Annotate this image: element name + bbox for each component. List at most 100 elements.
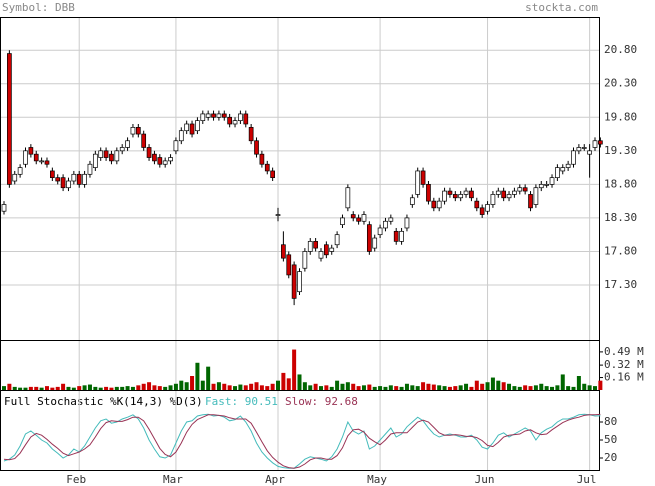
candle-body [302,251,308,269]
volume-bar [367,384,372,390]
volume-bar [571,386,576,390]
volume-bar [517,386,522,390]
volume-bar [324,385,329,390]
y-tick-label: 0.32 M [604,358,644,371]
candle-body [313,241,318,249]
candle-body [1,204,7,212]
candle-body [560,167,566,172]
candle-body [184,123,190,132]
volume-bar [157,386,162,390]
candle-body [66,180,71,189]
volume-bar [421,382,426,390]
volume-bar [71,387,76,390]
volume-bar [125,386,130,390]
volume-bar [44,386,49,390]
candle-body [173,140,179,152]
candle-body [82,173,87,185]
volume-bar [66,386,71,390]
volume-bar [383,386,388,390]
y-tick-label: 0.49 M [604,345,644,358]
candle-body [270,170,275,179]
candle-body [55,177,61,182]
candle-body [512,190,517,195]
volume-bar [453,386,458,390]
candle-body [571,150,576,165]
volume-bar [447,386,452,390]
candle-body [420,170,426,185]
candle-body [44,160,50,165]
candle-body [372,237,378,249]
site: stockta.com [525,1,598,14]
candle-body [426,184,431,202]
candle-body [114,150,120,162]
volume-bar [480,383,485,390]
candle-body [485,204,490,212]
candle-body [377,227,383,236]
volume-bar [163,386,168,390]
candle-body [409,197,415,205]
candle-body [248,126,254,142]
volume-bar [18,387,23,390]
x-tick-label: May [367,473,387,486]
candle-body [431,200,437,209]
volume-bar [292,349,297,390]
stoch-line [3,413,601,469]
volume-bar [501,382,506,390]
candle-body [23,150,28,165]
volume-bar [550,386,555,390]
candle-body [324,244,329,256]
x-tick-label: Apr [265,473,285,486]
volume-bar [512,386,517,390]
candle-body [490,194,496,205]
candle-body [549,177,555,185]
volume-bar [227,385,232,390]
y-tick-label: 19.30 [604,144,637,157]
y-tick-label: 20 [604,451,617,464]
volume-bar [281,372,286,390]
volume-bar [254,382,259,390]
candle-body [275,214,281,216]
candle-body [71,173,77,182]
volume-bar [120,386,125,390]
volume-bar [372,386,377,390]
candle-body [318,251,324,259]
volume-bar [23,387,28,390]
volume-bar [394,386,399,390]
volume-bar [313,383,318,390]
volume-bar [243,385,248,390]
candle-body [297,271,302,293]
candle-body [39,160,44,163]
volume-bar [560,374,565,390]
volume-bar [77,386,82,390]
candle-body [533,187,539,205]
volume-bar [485,382,490,390]
volume-bar [82,385,87,390]
volume-bar [104,386,109,390]
legend-label: Slow: 92.68 [285,395,358,408]
volume-bar [404,383,409,390]
candle-body [254,140,259,155]
volume-bar [50,387,55,390]
candle-body [130,126,136,135]
candle-body [33,153,39,162]
volume-bar [378,386,383,390]
candle-body [592,140,598,148]
y-tick-label: 50 [604,433,617,446]
volume-bar [598,380,603,390]
candle-body [135,126,141,135]
volume-bar [179,380,184,390]
x-tick-label: Feb [66,473,86,486]
volume-bar [490,377,495,390]
candle-body [555,167,560,179]
legend-label: Fast: 90.51 [205,395,278,408]
candle-body [98,150,104,158]
candle-body [528,194,533,209]
volume-bar [39,387,44,390]
volume-bar [426,383,431,390]
candle-body [221,113,227,118]
candle-body [345,187,351,209]
y-tick-label: 20.30 [604,77,637,90]
candle-body [211,113,216,118]
volume-bar [302,382,307,390]
